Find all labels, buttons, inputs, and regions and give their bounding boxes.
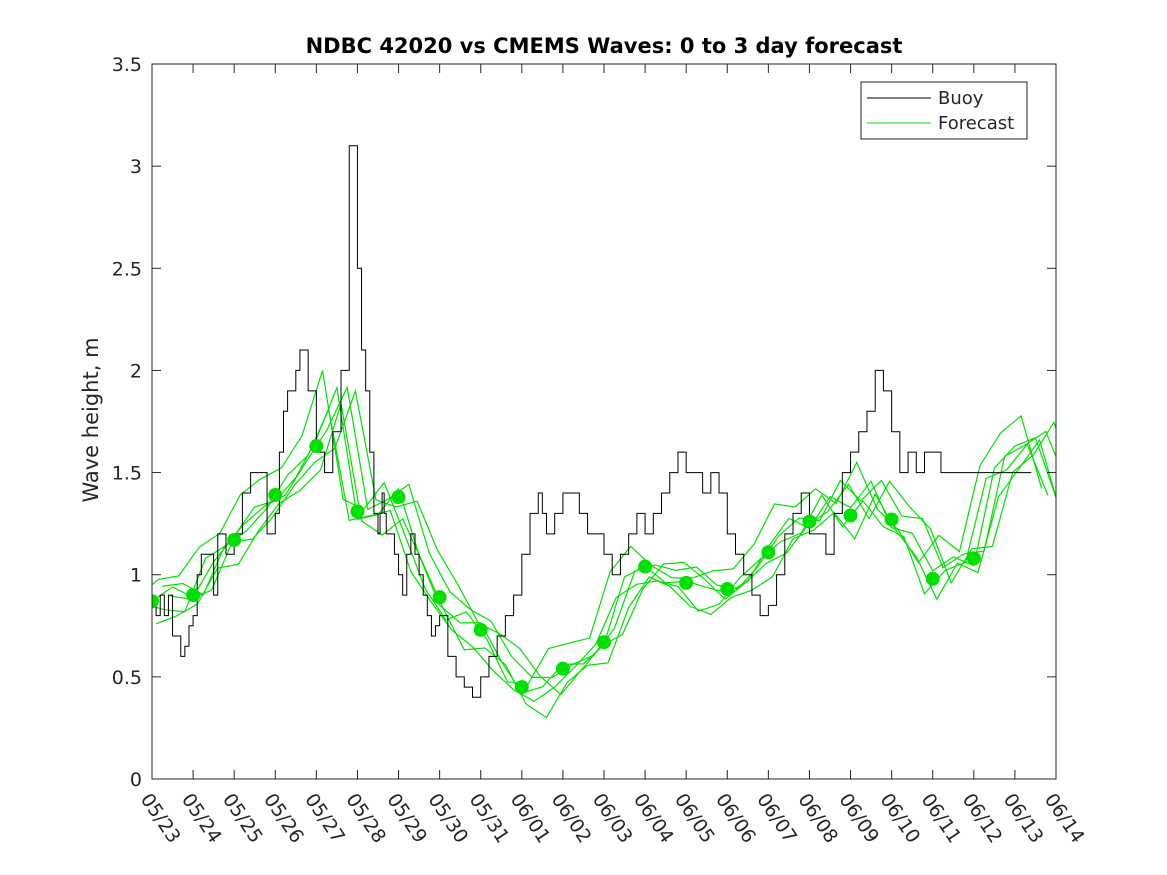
- forecast-marker: [720, 582, 735, 597]
- series-layer: [152, 145, 1056, 719]
- buoy-line: [152, 145, 1032, 698]
- chart-title: NDBC 42020 vs CMEMS Waves: 0 to 3 day fo…: [306, 34, 903, 58]
- series-group: [152, 145, 1056, 719]
- forecast-marker: [473, 622, 488, 637]
- forecast-marker: [761, 545, 776, 560]
- forecast-marker: [843, 508, 858, 523]
- x-tick-label: 05/23: [136, 789, 185, 847]
- forecast-marker: [514, 680, 529, 695]
- y-tick-label: 1.5: [112, 463, 142, 485]
- forecast-marker: [638, 559, 653, 574]
- x-tick-label: 05/24: [177, 789, 226, 847]
- x-tick-label: 06/12: [958, 789, 1007, 847]
- x-tick-label: 06/14: [1040, 789, 1089, 847]
- x-tick-label: 06/05: [670, 789, 719, 847]
- x-tick-label: 05/29: [382, 789, 431, 847]
- x-tick-label: 06/13: [999, 789, 1048, 847]
- forecast-marker: [350, 504, 365, 519]
- x-tick-label: 05/26: [259, 789, 308, 847]
- y-tick-label: 0.5: [112, 667, 142, 689]
- x-tick-label: 06/08: [793, 789, 842, 847]
- x-tick-label: 05/28: [341, 789, 390, 847]
- forecast-marker: [597, 635, 611, 650]
- axes-frame: [151, 63, 1057, 780]
- x-tick-label: 05/31: [465, 789, 514, 847]
- legend-forecast-label: Forecast: [938, 113, 1014, 134]
- forecast-marker: [152, 594, 159, 609]
- x-tick-label: 06/09: [834, 789, 883, 847]
- forecast-marker: [268, 488, 283, 503]
- x-tick-label: 06/10: [875, 789, 924, 847]
- forecast-line: [170, 388, 1056, 696]
- forecast-line: [162, 385, 1056, 679]
- x-tick-label: 05/27: [300, 789, 349, 847]
- forecast-marker: [679, 575, 694, 590]
- legend-buoy-label: Buoy: [938, 88, 984, 109]
- x-tick-label: 06/11: [917, 789, 966, 847]
- x-tick-label: 05/30: [423, 789, 472, 847]
- y-tick-label: 2.5: [112, 258, 142, 280]
- x-tick-label: 06/04: [629, 789, 678, 847]
- axes-layer: 00.511.522.533.505/2305/2405/2505/2605/2…: [112, 54, 1089, 847]
- forecast-marker: [227, 532, 242, 547]
- forecast-marker: [966, 551, 981, 566]
- forecast-marker: [309, 439, 324, 454]
- x-tick-label: 06/07: [752, 789, 801, 847]
- y-tick-label: 1: [130, 565, 142, 587]
- x-tick-label: 06/06: [711, 789, 760, 847]
- y-tick-label: 0: [130, 769, 142, 791]
- forecast-marker: [391, 490, 406, 505]
- forecast-marker: [432, 590, 447, 605]
- forecast-marker: [555, 661, 570, 676]
- legend: Buoy Forecast: [860, 81, 1028, 140]
- x-tick-label: 06/02: [547, 789, 596, 847]
- forecast-marker: [186, 588, 201, 603]
- y-tick-label: 2: [130, 360, 142, 382]
- forecast-marker: [802, 514, 817, 529]
- x-tick-label: 06/03: [588, 789, 637, 847]
- y-tick-label: 3: [130, 156, 142, 178]
- forecast-marker: [925, 571, 940, 586]
- forecast-line: [152, 407, 1049, 703]
- forecast-line: [152, 370, 1043, 685]
- y-tick-label: 3.5: [112, 54, 142, 76]
- y-axis-label: Wave height, m: [79, 337, 103, 502]
- forecast-marker: [884, 512, 899, 527]
- x-tick-label: 06/01: [506, 789, 555, 847]
- legend-box: [860, 81, 1028, 140]
- x-tick-label: 05/25: [218, 789, 267, 847]
